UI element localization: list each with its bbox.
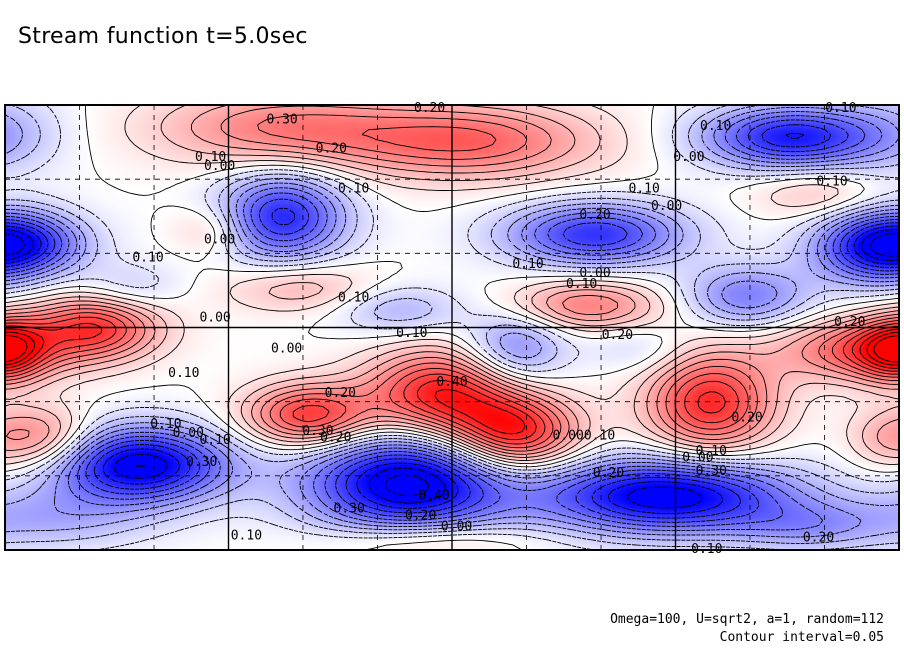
contour-line [4,104,900,551]
contour-label: 0.20 [593,466,624,481]
contour-line [4,106,900,538]
contour-label: 0.00 [651,199,682,214]
contour-interval-text: Contour interval=0.05 [719,630,884,645]
contour-label: 0.20 [325,386,356,401]
contour-label: 0.00 [553,428,584,443]
contour-label: 0.20 [602,328,633,343]
contour-line [4,124,900,519]
contour-label: 0.30 [266,112,297,127]
contour-label: 0.10 [132,250,163,265]
contour-label: 0.10 [338,290,369,305]
contour-label: 0.30 [302,424,333,439]
contour-label: 0.20 [803,531,834,546]
contour-label: 0.10 [816,175,847,190]
contour-label: 0.20 [414,101,445,116]
chart-title: Stream function t=5.0sec [18,24,308,49]
contour-line [4,331,900,366]
contour-label: 0.20 [320,431,351,446]
contour-label: 0.30 [186,455,217,470]
contour-label: 0.00 [579,266,610,281]
contour-label: 0.40 [418,488,449,503]
contour-line [4,229,900,509]
contour-line [4,126,900,449]
contour-label: 0.20 [579,208,610,223]
contour-label: 0.10 [396,326,427,341]
contour-label: 0.10 [696,444,727,459]
contour-label: 0.10 [150,417,181,432]
contour-label: 0.30 [696,464,727,479]
contour-line [4,111,900,532]
contour-label: 0.00 [199,310,230,325]
contour-label: 0.20 [316,141,347,156]
contour-line [4,105,900,455]
contour-label: 0.10 [512,257,543,272]
contour-line [4,328,900,435]
contour-label: 0.20 [405,508,436,523]
plot-frame [4,104,900,551]
contour-label: 0.10 [195,150,226,165]
contour-label: 0.00 [673,150,704,165]
contour-label: 0.20 [731,411,762,426]
contour-label: 0.40 [436,375,467,390]
contour-line [4,104,900,461]
contour-label: 0.00 [204,159,235,174]
contour-label: 0.00 [682,451,713,466]
contour-line [4,233,900,497]
contour-label: 0.00 [441,520,472,535]
contour-line [4,335,900,363]
contour-line [4,104,900,465]
contour-label: 0.10 [199,433,230,448]
contour-label: 0.00 [204,233,235,248]
contour-labels: 0.200.300.200.100.000.100.100.000.10 0.10… [132,101,865,557]
contour-label: 0.10 [700,119,731,134]
contour-line [4,104,900,458]
contour-line [4,132,900,515]
contour-label: 0.10 [338,181,369,196]
contour-label: 0.20 [834,315,865,330]
contour-label: 0.10 [629,181,660,196]
contour-label: 0.10 [825,101,856,116]
grid [5,105,899,550]
contour-label: 0.00 [271,342,302,357]
contour-line [4,119,900,523]
contour-label: 0.10 [168,366,199,381]
params-text: Omega=100, U=sqrt2, a=1, random=112 [610,612,884,627]
contour-label: 0.30 [334,502,365,517]
contour-label: 0.10 [231,528,262,543]
contour-line [4,104,900,544]
contour-label: 0.00 [173,426,204,441]
contour-label: 0.10 [566,277,597,292]
contour-line [4,114,900,452]
contour-label: 0.10 [584,428,615,443]
